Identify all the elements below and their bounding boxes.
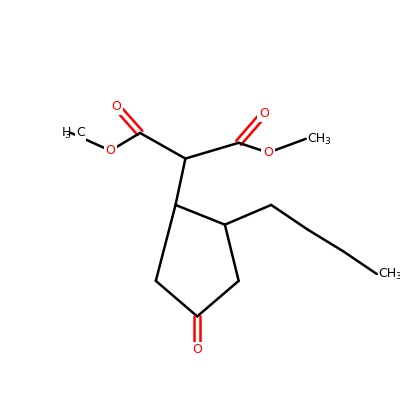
Text: O: O xyxy=(259,107,269,120)
Text: CH: CH xyxy=(379,268,397,280)
Text: H: H xyxy=(62,126,71,140)
Text: C: C xyxy=(76,126,85,140)
Text: 3: 3 xyxy=(324,137,330,146)
Text: 3: 3 xyxy=(64,131,70,140)
Text: CH: CH xyxy=(308,132,326,145)
Text: 3: 3 xyxy=(396,272,400,282)
Text: O: O xyxy=(106,144,115,157)
Text: O: O xyxy=(112,100,121,113)
Text: O: O xyxy=(263,146,273,159)
Text: O: O xyxy=(192,344,202,356)
